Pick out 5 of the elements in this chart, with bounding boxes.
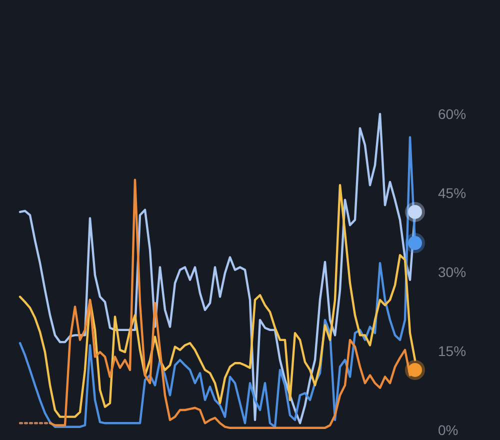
y-tick-label: 15% [438, 343, 466, 359]
y-tick-label: 45% [438, 185, 466, 201]
y-tick-label: 30% [438, 264, 466, 280]
y-tick-label: 0% [438, 422, 458, 438]
y-tick-label: 60% [438, 106, 466, 122]
